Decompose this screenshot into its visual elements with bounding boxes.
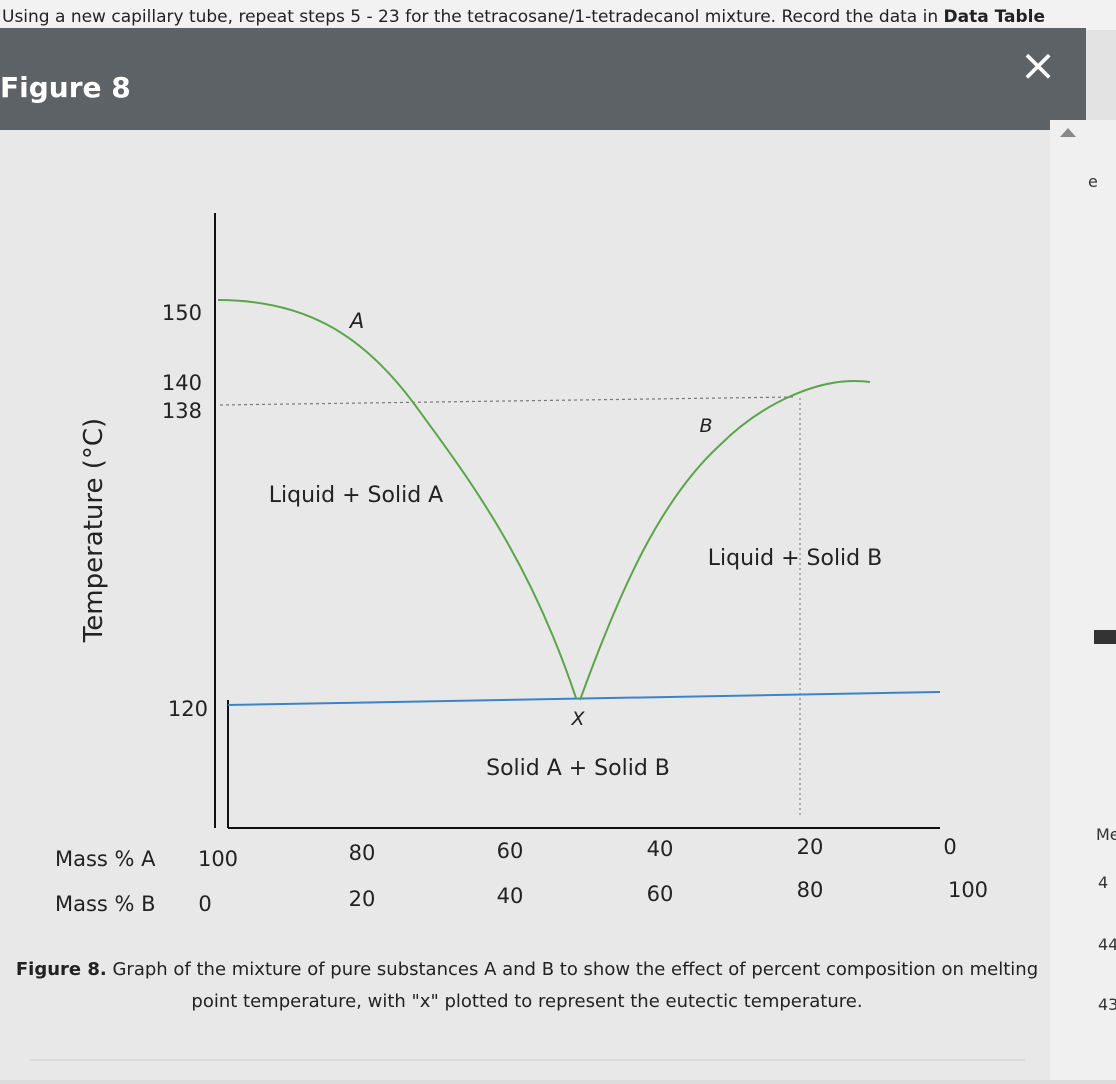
caption-lead: Figure 8. <box>16 959 107 980</box>
data-table-link[interactable]: Data Table <box>944 7 1046 27</box>
region-label: Solid A + Solid B <box>486 756 670 781</box>
instruction-bar <box>0 0 1116 30</box>
caption-line: Graph of the mixture of pure substances … <box>112 959 1038 980</box>
instruction: Using a new capillary tube, repeat steps… <box>2 7 938 27</box>
region-label: Liquid + Solid A <box>269 483 443 508</box>
row-value: 40 <box>497 884 524 908</box>
curve-b <box>579 380 871 701</box>
scroll-arrow[interactable] <box>1060 128 1076 137</box>
curve-label: B <box>699 415 712 437</box>
caption: Figure 8. Graph of the mixture of pure s… <box>16 959 1038 980</box>
row-value: 80 <box>797 878 824 902</box>
y-tick-label: 138 <box>162 399 202 423</box>
region-label: Liquid + Solid B <box>708 546 882 571</box>
eutectic-line <box>227 691 941 706</box>
curve-label: A <box>348 309 364 333</box>
row-value: 20 <box>349 887 376 911</box>
side-text: Me <box>1096 825 1116 844</box>
curve-a <box>217 299 577 699</box>
dialog-title: Figure 8 <box>0 71 131 104</box>
y-tick-label: 150 <box>162 301 202 325</box>
close-button[interactable]: × <box>1020 40 1057 91</box>
row-label: Mass % A <box>55 847 156 871</box>
side-bar <box>1094 630 1116 644</box>
row-value: 20 <box>797 835 824 859</box>
side-text: 43 <box>1098 995 1116 1014</box>
side-text: e <box>1088 172 1098 191</box>
y-axis-label: Temperature (°C) <box>79 418 109 643</box>
dialog-header <box>0 28 1086 130</box>
y-tick-label: 120 <box>168 697 208 721</box>
row-value: 0 <box>943 835 956 859</box>
figure-panel <box>0 130 1050 1080</box>
row-label: Mass % B <box>55 892 156 916</box>
side-text: 44 <box>1098 935 1116 954</box>
instruction-text: Using a new capillary tube, repeat steps… <box>2 7 1045 27</box>
side-panel <box>1050 120 1116 1080</box>
caption-line: point temperature, with "x" plotted to r… <box>191 991 862 1012</box>
y-tick-label: 140 <box>162 371 202 395</box>
row-value: 100 <box>198 847 238 871</box>
row-value: 0 <box>198 892 211 916</box>
eutectic-label: X <box>570 708 585 730</box>
row-value: 60 <box>497 839 524 863</box>
row-value: 60 <box>647 882 674 906</box>
row-value: 40 <box>647 837 674 861</box>
row-value: 100 <box>948 878 988 902</box>
mass-rows: Mass % A 100 80 60 40 20 0 Mass % B 0 20 40 60 80 100 <box>55 835 988 916</box>
side-text: 4 <box>1098 873 1108 892</box>
row-value: 80 <box>349 841 376 865</box>
